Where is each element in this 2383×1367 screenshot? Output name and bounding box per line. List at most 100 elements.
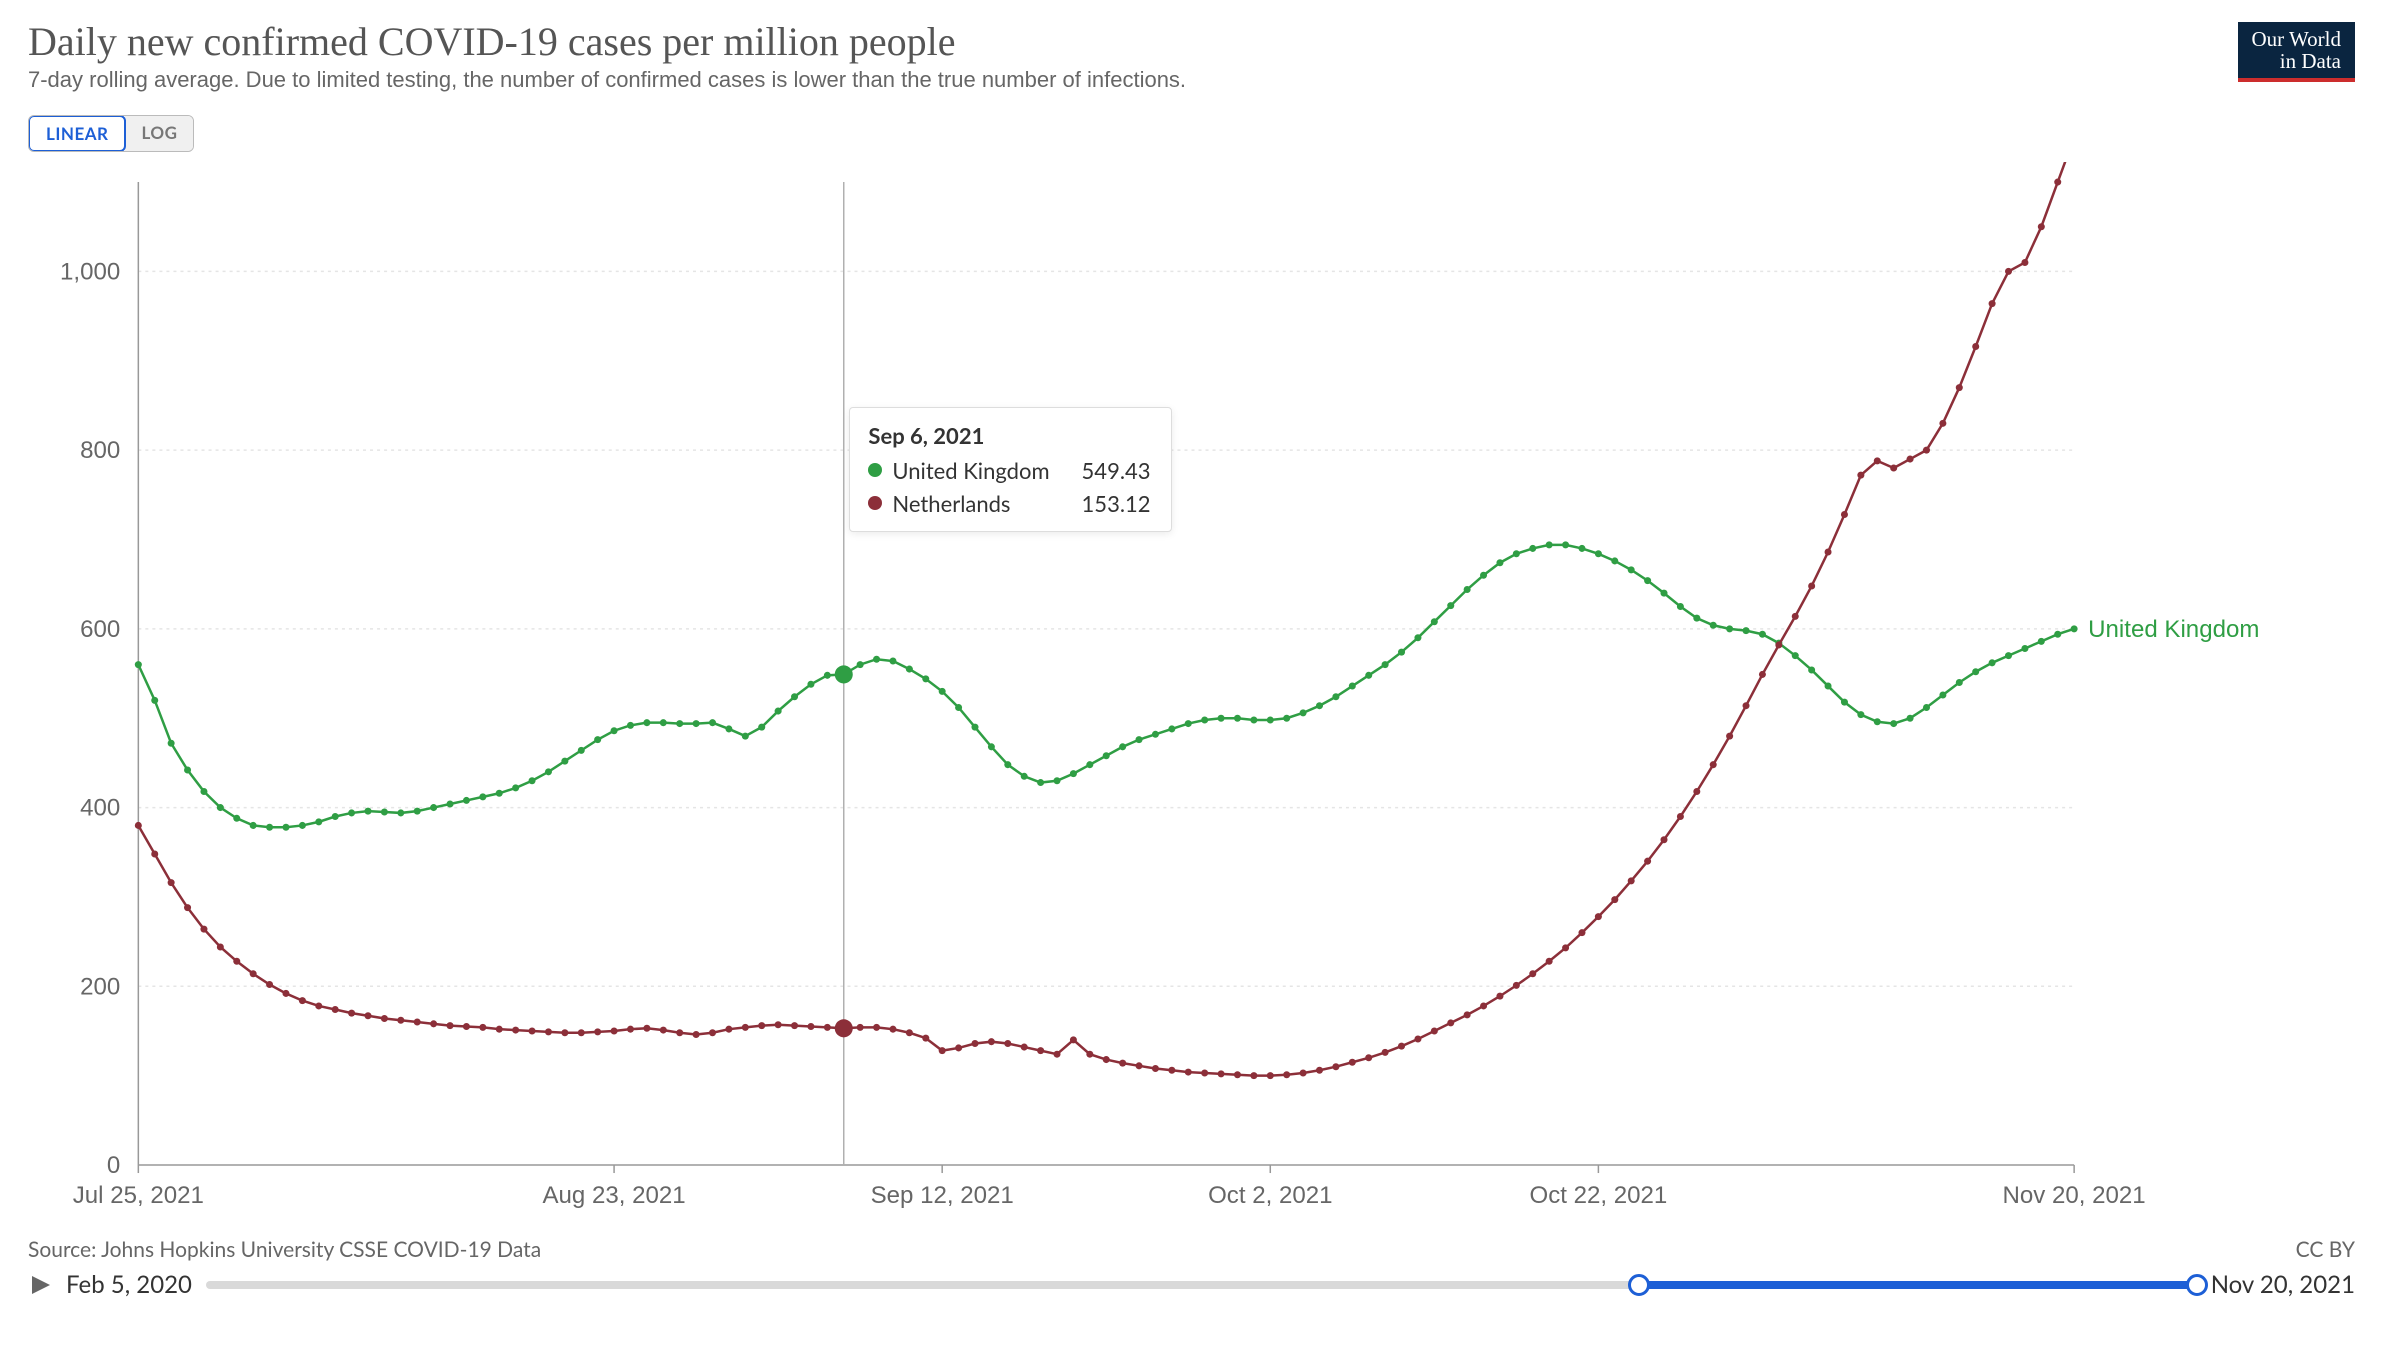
series-point-uk	[512, 784, 519, 791]
series-point-nl	[594, 1028, 601, 1035]
series-point-nl	[250, 970, 257, 977]
series-point-nl	[496, 1026, 503, 1033]
slider-handle-start[interactable]	[1628, 1274, 1650, 1296]
x-tick-label: Sep 12, 2021	[871, 1182, 1014, 1209]
series-point-nl	[1743, 702, 1750, 709]
series-point-nl	[807, 1023, 814, 1030]
series-point-uk	[561, 758, 568, 765]
series-point-nl	[627, 1026, 634, 1033]
scale-linear-button[interactable]: LINEAR	[28, 115, 126, 152]
series-point-uk	[1743, 627, 1750, 634]
series-point-uk	[1923, 704, 1930, 711]
series-point-uk	[857, 661, 864, 668]
chart-container: Daily new confirmed COVID-19 cases per m…	[0, 0, 2383, 1309]
series-point-uk	[1070, 770, 1077, 777]
series-point-nl	[1972, 343, 1979, 350]
series-point-nl	[1513, 982, 1520, 989]
series-point-nl	[1283, 1071, 1290, 1078]
series-point-nl	[1677, 813, 1684, 820]
series-point-uk	[1267, 716, 1274, 723]
series-point-nl	[1841, 511, 1848, 518]
series-point-uk	[1414, 634, 1421, 641]
series-point-nl	[725, 1026, 732, 1033]
series-point-uk	[1710, 622, 1717, 629]
series-point-uk	[315, 818, 322, 825]
series-point-nl	[545, 1028, 552, 1035]
series-point-nl	[676, 1029, 683, 1036]
series-point-uk	[1218, 715, 1225, 722]
timeline-slider[interactable]	[206, 1273, 2197, 1297]
series-point-nl	[758, 1022, 765, 1029]
series-point-nl	[1447, 1019, 1454, 1026]
series-point-nl	[1989, 300, 1996, 307]
series-point-nl	[889, 1026, 896, 1033]
series-point-uk	[1119, 743, 1126, 750]
series-point-nl	[512, 1027, 519, 1034]
series-point-uk	[676, 720, 683, 727]
y-tick-label: 800	[80, 437, 120, 464]
series-point-nl	[578, 1029, 585, 1036]
series-point-nl	[2005, 268, 2012, 275]
series-point-uk	[594, 736, 601, 743]
series-point-nl	[939, 1047, 946, 1054]
series-point-uk	[1808, 666, 1815, 673]
x-tick-label: Nov 20, 2021	[2003, 1182, 2146, 1209]
series-point-nl	[742, 1024, 749, 1031]
chart-subtitle: 7-day rolling average. Due to limited te…	[28, 67, 2238, 93]
series-point-uk	[397, 809, 404, 816]
series-point-uk	[1332, 693, 1339, 700]
series-point-uk	[906, 666, 913, 673]
series-point-nl	[660, 1027, 667, 1034]
series-point-uk	[2054, 631, 2061, 638]
series-point-uk	[2021, 645, 2028, 652]
series-point-nl	[857, 1024, 864, 1031]
series-point-nl	[922, 1035, 929, 1042]
series-point-nl	[1054, 1051, 1061, 1058]
series-point-nl	[955, 1044, 962, 1051]
series-point-uk	[643, 719, 650, 726]
series-point-nl	[1956, 384, 1963, 391]
series-point-uk	[1316, 702, 1323, 709]
series-point-uk	[807, 681, 814, 688]
series-point-nl	[151, 851, 158, 858]
series-point-uk	[889, 658, 896, 665]
series-point-nl	[1267, 1072, 1274, 1079]
series-point-nl	[529, 1027, 536, 1034]
series-point-nl	[1332, 1063, 1339, 1070]
series-point-nl	[824, 1024, 831, 1031]
chart-area[interactable]: 02004006008001,000Jul 25, 2021Aug 23, 20…	[28, 162, 2355, 1225]
series-point-nl	[1825, 548, 1832, 555]
series-point-nl	[1021, 1044, 1028, 1051]
series-point-uk	[824, 672, 831, 679]
series-point-nl	[643, 1025, 650, 1032]
series-point-uk	[1677, 603, 1684, 610]
scale-log-button[interactable]: LOG	[125, 116, 193, 151]
series-point-uk	[463, 797, 470, 804]
series-point-uk	[1037, 779, 1044, 786]
series-point-uk	[200, 788, 207, 795]
series-point-uk	[1628, 566, 1635, 573]
series-point-uk	[2005, 652, 2012, 659]
series-point-uk	[1939, 691, 1946, 698]
series-point-uk	[168, 740, 175, 747]
x-tick-label: Oct 22, 2021	[1529, 1182, 1667, 1209]
slider-handle-end[interactable]	[2186, 1274, 2208, 1296]
series-point-uk	[627, 722, 634, 729]
series-point-uk	[791, 693, 798, 700]
play-icon[interactable]	[28, 1273, 52, 1297]
series-point-nl	[2021, 259, 2028, 266]
logo-line1: Our World	[2252, 28, 2342, 50]
series-point-uk	[529, 777, 536, 784]
owid-logo[interactable]: Our World in Data	[2238, 22, 2356, 82]
series-point-uk	[1201, 716, 1208, 723]
series-point-nl	[1218, 1070, 1225, 1077]
series-point-uk	[1185, 720, 1192, 727]
series-point-nl	[1086, 1051, 1093, 1058]
series-point-uk	[1907, 715, 1914, 722]
series-point-uk	[660, 719, 667, 726]
series-point-nl	[1496, 993, 1503, 1000]
series-point-nl	[233, 958, 240, 965]
series-point-uk	[496, 790, 503, 797]
series-point-uk	[217, 804, 224, 811]
header: Daily new confirmed COVID-19 cases per m…	[28, 18, 2355, 93]
